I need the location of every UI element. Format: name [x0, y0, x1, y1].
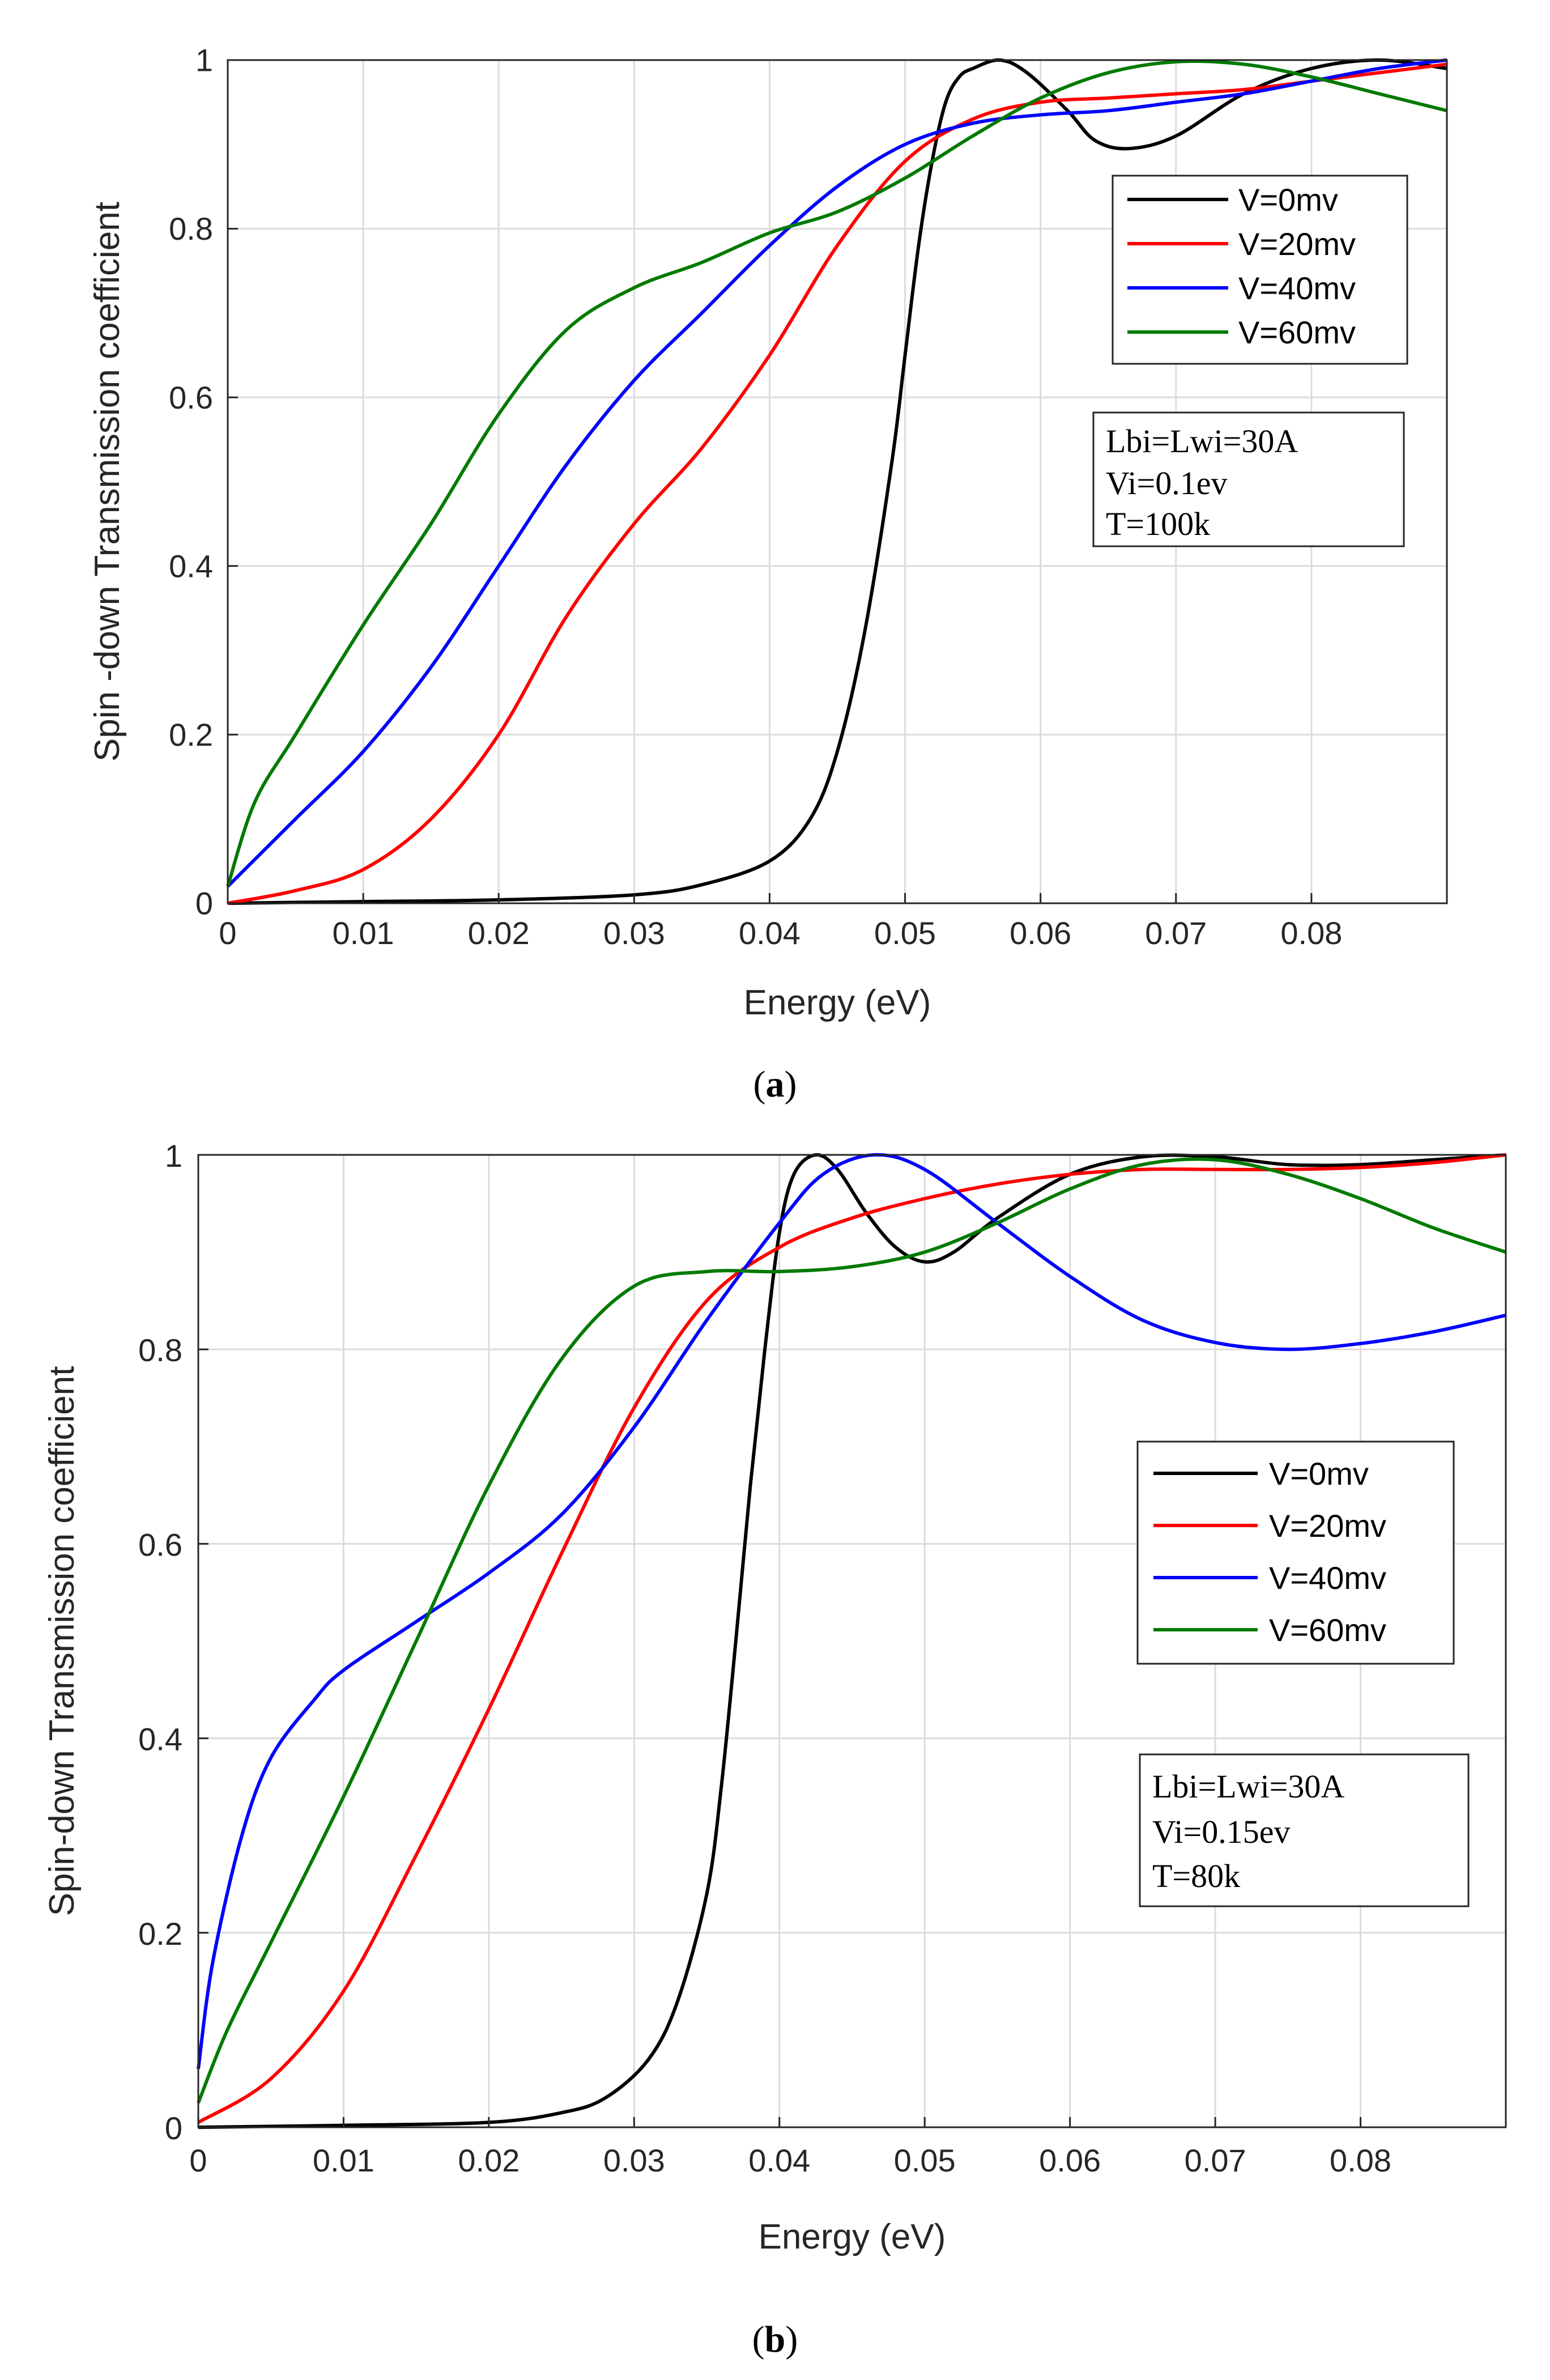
- panel-a-annotation: Lbi=Lwi=30A Vi=0.1ev T=100k: [1092, 411, 1405, 547]
- x-tick-label-b-8: 0.08: [1330, 2143, 1391, 2178]
- panel-a-y-axis-label: Spin -down Transmission coefficient: [88, 202, 127, 762]
- y-tick-label-b-0: 0: [165, 2110, 182, 2146]
- panel-b-annotation-box: [1139, 1753, 1470, 1907]
- y-tick-label-b-1: 0.2: [138, 1916, 182, 1952]
- x-tick-label-a-0: 0: [219, 915, 236, 951]
- panel-a-annotation-line-2: Vi=0.1ev: [1106, 465, 1227, 502]
- x-tick-label-b-7: 0.07: [1185, 2143, 1246, 2178]
- caption-a-letter: a: [766, 1064, 785, 1105]
- panel-b-y-ticks: 0 0.2 0.4 0.6 0.8 1: [138, 1138, 208, 2146]
- y-tick-label-a-3: 0.6: [169, 380, 213, 415]
- caption-a: (a): [753, 1064, 797, 1105]
- x-tick-label-a-5: 0.05: [874, 915, 936, 951]
- panel-a-series: [226, 58, 1447, 905]
- panel-b-y-axis-label: Spin-down Transmission coefficient: [42, 1366, 82, 1916]
- panel-a-axes-box: [227, 59, 1448, 904]
- series-line-a-1: [227, 62, 1447, 905]
- panel-a-x-ticks: 0 0.01 0.02 0.03 0.04 0.05 0.06 0.07 0.08: [219, 893, 1342, 951]
- panel-a-grid: [228, 60, 1447, 903]
- legend-label-b-2: V=40mv: [1269, 1560, 1386, 1596]
- x-tick-label-b-0: 0: [189, 2143, 207, 2178]
- x-tick-label-b-6: 0.06: [1039, 2143, 1101, 2178]
- x-tick-label-b-1: 0.01: [313, 2143, 374, 2178]
- panel-b-grid: [198, 1155, 1506, 2127]
- legend-label-a-2: V=40mv: [1238, 270, 1356, 306]
- legend-label-a-3: V=60mv: [1238, 314, 1356, 350]
- panel-a: 0 0.01 0.02 0.03 0.04 0.05 0.06 0.07 0.08 0 0.2 0.…: [88, 42, 1448, 1105]
- series-line-a-0: [227, 58, 1447, 905]
- x-tick-label-b-3: 0.03: [603, 2143, 665, 2178]
- x-tick-label-a-4: 0.04: [739, 915, 800, 951]
- x-tick-label-a-8: 0.08: [1280, 915, 1342, 951]
- panel-a-annotation-box: [1092, 411, 1405, 547]
- legend-label-a-1: V=20mv: [1238, 226, 1356, 262]
- series-line-a-3: [226, 60, 1447, 887]
- series-line-b-3: [197, 1157, 1506, 2104]
- y-tick-label-a-4: 0.8: [169, 211, 213, 246]
- legend-label-b-3: V=60mv: [1269, 1612, 1386, 1648]
- panel-b-legend-box: [1136, 1440, 1455, 1665]
- x-tick-label-a-7: 0.07: [1145, 915, 1207, 951]
- x-tick-label-a-2: 0.02: [468, 915, 530, 951]
- panel-a-annotation-line-1: Lbi=Lwi=30A: [1106, 423, 1298, 460]
- x-tick-label-b-4: 0.04: [748, 2143, 810, 2178]
- panel-a-x-axis-label: Energy (eV): [744, 983, 931, 1022]
- y-tick-label-b-5: 1: [165, 1138, 182, 1174]
- panel-b-x-ticks: 0 0.01 0.02 0.03 0.04 0.05 0.06 0.07 0.08: [189, 2117, 1391, 2178]
- legend-label-a-0: V=0mv: [1238, 182, 1338, 218]
- panel-b-annotation-line-2: Vi=0.15ev: [1152, 1813, 1290, 1850]
- y-tick-label-b-2: 0.4: [138, 1722, 182, 1757]
- legend-label-b-1: V=20mv: [1269, 1508, 1386, 1544]
- series-line-b-2: [197, 1153, 1506, 2069]
- panel-a-legend: V=0mv V=20mv V=40mv V=60mv: [1112, 175, 1408, 365]
- x-tick-label-b-5: 0.05: [894, 2143, 956, 2178]
- panel-b-legend: V=0mv V=20mv V=40mv V=60mv: [1136, 1440, 1455, 1665]
- y-tick-label-a-5: 1: [195, 42, 213, 78]
- panel-b-annotation-line-1: Lbi=Lwi=30A: [1152, 1768, 1344, 1805]
- panel-b-axes-box: [197, 1154, 1507, 2128]
- y-tick-label-b-4: 0.8: [138, 1332, 182, 1368]
- panel-b-annotation-line-3: T=80k: [1152, 1858, 1240, 1894]
- legend-label-b-0: V=0mv: [1269, 1456, 1369, 1491]
- panel-a-y-ticks: 0 0.2 0.4 0.6 0.8 1: [169, 42, 238, 921]
- x-tick-label-b-2: 0.02: [458, 2143, 519, 2178]
- x-tick-label-a-3: 0.03: [603, 915, 665, 951]
- y-tick-label-a-1: 0.2: [169, 717, 213, 753]
- caption-b: (b): [752, 2319, 798, 2360]
- caption-b-letter: b: [765, 2319, 786, 2360]
- x-tick-label-a-1: 0.01: [333, 915, 394, 951]
- panel-b-annotation: Lbi=Lwi=30A Vi=0.15ev T=80k: [1139, 1753, 1470, 1907]
- y-tick-label-a-0: 0: [195, 886, 213, 921]
- y-tick-label-a-2: 0.4: [169, 548, 213, 584]
- panel-b-x-axis-label: Energy (eV): [759, 2217, 946, 2256]
- panel-a-annotation-line-3: T=100k: [1106, 505, 1210, 542]
- x-tick-label-a-6: 0.06: [1010, 915, 1071, 951]
- y-tick-label-b-3: 0.6: [138, 1527, 182, 1562]
- panel-b: 0 0.01 0.02 0.03 0.04 0.05 0.06 0.07 0.08 0 0.2 0.…: [42, 1138, 1507, 2360]
